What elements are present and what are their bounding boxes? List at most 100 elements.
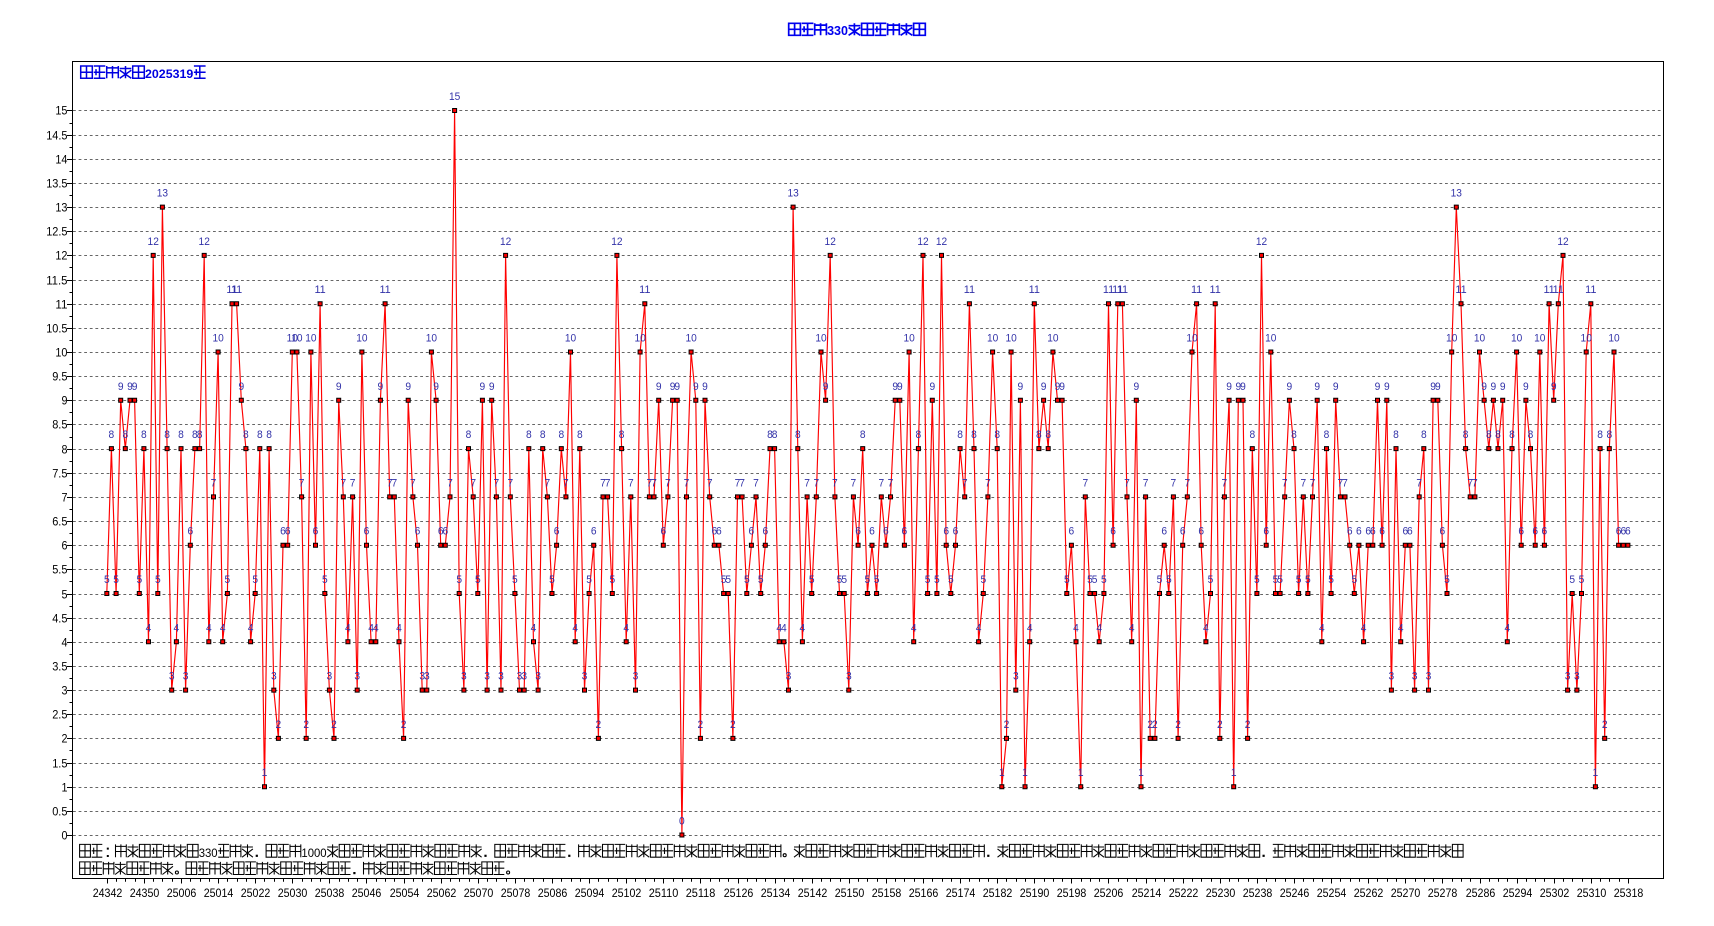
svg-text:9: 9	[1500, 381, 1506, 393]
svg-text:1: 1	[262, 767, 268, 779]
svg-text:25318: 25318	[1614, 886, 1644, 900]
svg-text:5: 5	[1101, 574, 1107, 586]
svg-text:2: 2	[401, 719, 407, 731]
svg-text:24342: 24342	[93, 886, 123, 900]
svg-text:6: 6	[855, 526, 861, 538]
svg-text:6: 6	[1110, 526, 1116, 538]
svg-text:7: 7	[447, 477, 453, 489]
svg-text:3: 3	[521, 671, 527, 683]
svg-text:10: 10	[634, 333, 645, 345]
svg-text:8: 8	[122, 429, 128, 441]
svg-text:8: 8	[994, 429, 1000, 441]
svg-text:11: 11	[1191, 284, 1202, 296]
svg-text:6: 6	[1402, 526, 1408, 538]
svg-text:10: 10	[1446, 333, 1457, 345]
svg-text:12: 12	[1256, 236, 1267, 248]
svg-text:6: 6	[415, 526, 421, 538]
svg-text:7: 7	[211, 477, 217, 489]
svg-text:25230: 25230	[1206, 886, 1236, 900]
svg-text:8: 8	[466, 429, 472, 441]
svg-text:11: 11	[231, 284, 242, 296]
svg-text:5: 5	[925, 574, 931, 586]
svg-text:9: 9	[405, 381, 411, 393]
svg-text:13: 13	[1451, 188, 1462, 200]
svg-text:10: 10	[291, 333, 302, 345]
svg-text:5: 5	[721, 574, 727, 586]
svg-text:6: 6	[660, 526, 666, 538]
svg-text:6: 6	[749, 526, 755, 538]
svg-text:5: 5	[1254, 574, 1260, 586]
svg-text:25174: 25174	[946, 886, 976, 900]
svg-text:25046: 25046	[352, 886, 382, 900]
svg-text:25078: 25078	[501, 886, 531, 900]
svg-text:6: 6	[1263, 526, 1269, 538]
svg-text:7: 7	[1342, 477, 1348, 489]
svg-text:0: 0	[62, 828, 68, 842]
svg-text:9: 9	[378, 381, 384, 393]
svg-text:8: 8	[1486, 429, 1492, 441]
svg-text:5: 5	[1569, 574, 1575, 586]
svg-text:8: 8	[1249, 429, 1255, 441]
svg-text:25118: 25118	[686, 886, 716, 900]
svg-text:3: 3	[786, 671, 792, 683]
svg-text:10: 10	[1005, 333, 1016, 345]
svg-text:25206: 25206	[1094, 886, 1124, 900]
svg-text:4: 4	[1398, 622, 1404, 634]
svg-text:5: 5	[155, 574, 161, 586]
svg-text:2: 2	[1152, 719, 1158, 731]
svg-text:5: 5	[62, 587, 68, 601]
svg-text:8: 8	[971, 429, 977, 441]
svg-text:8: 8	[1495, 429, 1501, 441]
svg-text:25150: 25150	[835, 886, 865, 900]
svg-text:10: 10	[685, 333, 696, 345]
svg-text:2: 2	[1175, 719, 1181, 731]
svg-text:12.5: 12.5	[46, 224, 68, 238]
svg-text:9: 9	[1491, 381, 1497, 393]
svg-text:5: 5	[136, 574, 142, 586]
svg-text:5: 5	[1328, 574, 1334, 586]
svg-text:9: 9	[929, 381, 935, 393]
svg-text:11: 11	[1210, 284, 1221, 296]
svg-text:2: 2	[1217, 719, 1223, 731]
svg-text:4: 4	[373, 622, 379, 634]
svg-text:9: 9	[480, 381, 486, 393]
svg-text:3: 3	[1389, 671, 1395, 683]
svg-text:4: 4	[1129, 622, 1135, 634]
svg-text:11: 11	[964, 284, 975, 296]
svg-text:25126: 25126	[724, 886, 754, 900]
svg-text:5.5: 5.5	[52, 562, 68, 576]
svg-text:13: 13	[787, 188, 798, 200]
svg-text:8: 8	[577, 429, 583, 441]
svg-text:8: 8	[1291, 429, 1297, 441]
svg-text:15: 15	[55, 103, 67, 117]
svg-text:7: 7	[1184, 477, 1190, 489]
svg-text:9: 9	[1551, 381, 1557, 393]
svg-text:7: 7	[739, 477, 745, 489]
svg-text:11: 11	[1117, 284, 1128, 296]
svg-text:11: 11	[226, 284, 237, 296]
svg-text:10: 10	[212, 333, 223, 345]
svg-text:6: 6	[953, 526, 959, 538]
svg-text:9: 9	[1041, 381, 1047, 393]
svg-text:1000: 1000	[301, 846, 327, 860]
svg-text:12: 12	[936, 236, 947, 248]
svg-text:3.5: 3.5	[52, 659, 68, 673]
svg-text:13: 13	[55, 200, 67, 214]
svg-text:10: 10	[1265, 333, 1276, 345]
svg-text:25238: 25238	[1243, 886, 1273, 900]
svg-text:3: 3	[498, 671, 504, 683]
svg-text:8: 8	[1528, 429, 1534, 441]
svg-text:8: 8	[197, 429, 203, 441]
svg-text:8: 8	[795, 429, 801, 441]
svg-text:6: 6	[883, 526, 889, 538]
svg-text:4: 4	[174, 622, 180, 634]
svg-text:5: 5	[104, 574, 110, 586]
svg-text:7: 7	[387, 477, 393, 489]
svg-text:10: 10	[356, 333, 367, 345]
svg-text:9: 9	[1235, 381, 1241, 393]
svg-text:5: 5	[1166, 574, 1172, 586]
svg-text:7: 7	[888, 477, 894, 489]
svg-text:4: 4	[531, 622, 537, 634]
svg-text:3: 3	[169, 671, 175, 683]
svg-text:8: 8	[526, 429, 532, 441]
